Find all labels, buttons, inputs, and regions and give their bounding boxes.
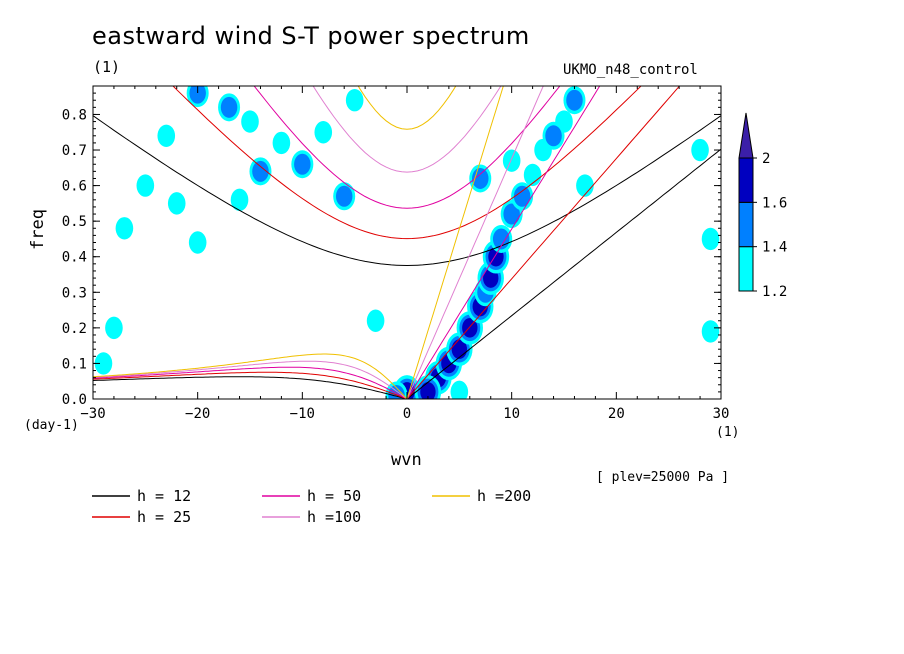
dispersion-curve (406, 86, 601, 399)
contour-blob (252, 160, 269, 182)
x-tick-label: 30 (713, 406, 730, 422)
contour-blob (691, 138, 709, 162)
dispersion-curve (172, 86, 642, 240)
dispersion-curve (93, 115, 721, 267)
y-tick-label: 0.7 (62, 143, 87, 159)
contour-blob (230, 188, 249, 212)
legend-label: h = 25 (137, 508, 191, 526)
colorbar-label: 1.4 (762, 240, 787, 256)
contour-blob (157, 124, 176, 147)
x-tick-label: 20 (608, 406, 625, 422)
x-tick-label: −30 (80, 406, 105, 422)
contour-blob (220, 96, 238, 118)
dispersion-curve (93, 366, 408, 399)
x-tick-label: 10 (503, 406, 520, 422)
contour-blob (167, 192, 186, 215)
colorbar-extend-arrow (738, 112, 754, 159)
dispersion-curve (406, 86, 681, 399)
contour-blob (450, 380, 469, 399)
colorbar-label: 1.6 (762, 195, 787, 211)
legend-label: h = 12 (137, 487, 191, 505)
y-tick-label: 0.6 (62, 179, 87, 195)
dispersion-curve (406, 148, 721, 399)
contour-blob (366, 309, 385, 332)
colorbar-swatch (738, 201, 754, 248)
legend-label: h = 50 (307, 487, 361, 505)
x-tick-label: −10 (290, 406, 315, 422)
chart-title: eastward wind S-T power spectrum (92, 22, 530, 50)
contour-blob (420, 382, 436, 399)
contour-blob (701, 227, 720, 251)
contour-blob (136, 174, 155, 197)
x-tick-label: 0 (403, 406, 411, 422)
x-axis-unit: (1) (716, 425, 740, 440)
y-tick-label: 0.2 (62, 321, 87, 337)
y-tick-label: 0.4 (62, 250, 87, 266)
colorbar-swatch (738, 157, 754, 203)
dispersion-curve (312, 86, 502, 173)
contour-blob (115, 217, 134, 240)
dispersion-curve (93, 360, 408, 399)
pressure-level-note: [ plev=25000 Pa ] (596, 470, 730, 485)
contour-blob (294, 153, 311, 175)
contour-blob (502, 149, 521, 172)
contour-blob (105, 316, 123, 340)
contour-blob (523, 163, 542, 187)
contour-blob (189, 86, 206, 104)
dispersion-curve (253, 86, 561, 209)
dataset-label: UKMO_n48_control (563, 62, 698, 78)
legend-label: h =200 (477, 487, 531, 505)
contour-blob (503, 203, 520, 225)
contour-blob (272, 131, 291, 155)
colorbar-label: 2 (762, 151, 770, 167)
dispersion-curve (93, 371, 408, 399)
x-axis-label: wvn (391, 450, 422, 470)
dispersion-curve (406, 86, 544, 399)
contour-blob (335, 185, 353, 207)
contour-blob (94, 352, 113, 375)
y-axis-unit: (day-1) (24, 418, 79, 433)
contour-blob (576, 174, 594, 197)
plot-frame (92, 85, 722, 400)
contour-blob (188, 231, 207, 254)
dispersion-curve (93, 353, 408, 399)
y-tick-label: 0.0 (62, 392, 87, 408)
contour-blob (314, 121, 333, 144)
y-tick-label: 0.5 (62, 214, 87, 230)
y-tick-label: 0.3 (62, 285, 87, 301)
contour-blob (701, 320, 720, 343)
y-tick-label: 0.1 (62, 356, 87, 372)
plot-area (93, 86, 721, 399)
dispersion-curve (357, 86, 457, 130)
y-tick-label: 0.8 (62, 107, 87, 123)
colorbar-label: 1.2 (762, 284, 787, 300)
dispersion-curve (406, 86, 504, 399)
contour-blob (345, 89, 364, 112)
contour-blob (566, 89, 583, 111)
legend-label: h =100 (307, 508, 361, 526)
dispersion-curve (93, 376, 408, 399)
contour-blob (513, 185, 531, 207)
colorbar-swatch (738, 246, 754, 292)
contour-blob (545, 125, 562, 147)
x-tick-label: −20 (185, 406, 210, 422)
contour-blob (241, 110, 259, 133)
chart-subtitle-left: (1) (93, 58, 121, 76)
